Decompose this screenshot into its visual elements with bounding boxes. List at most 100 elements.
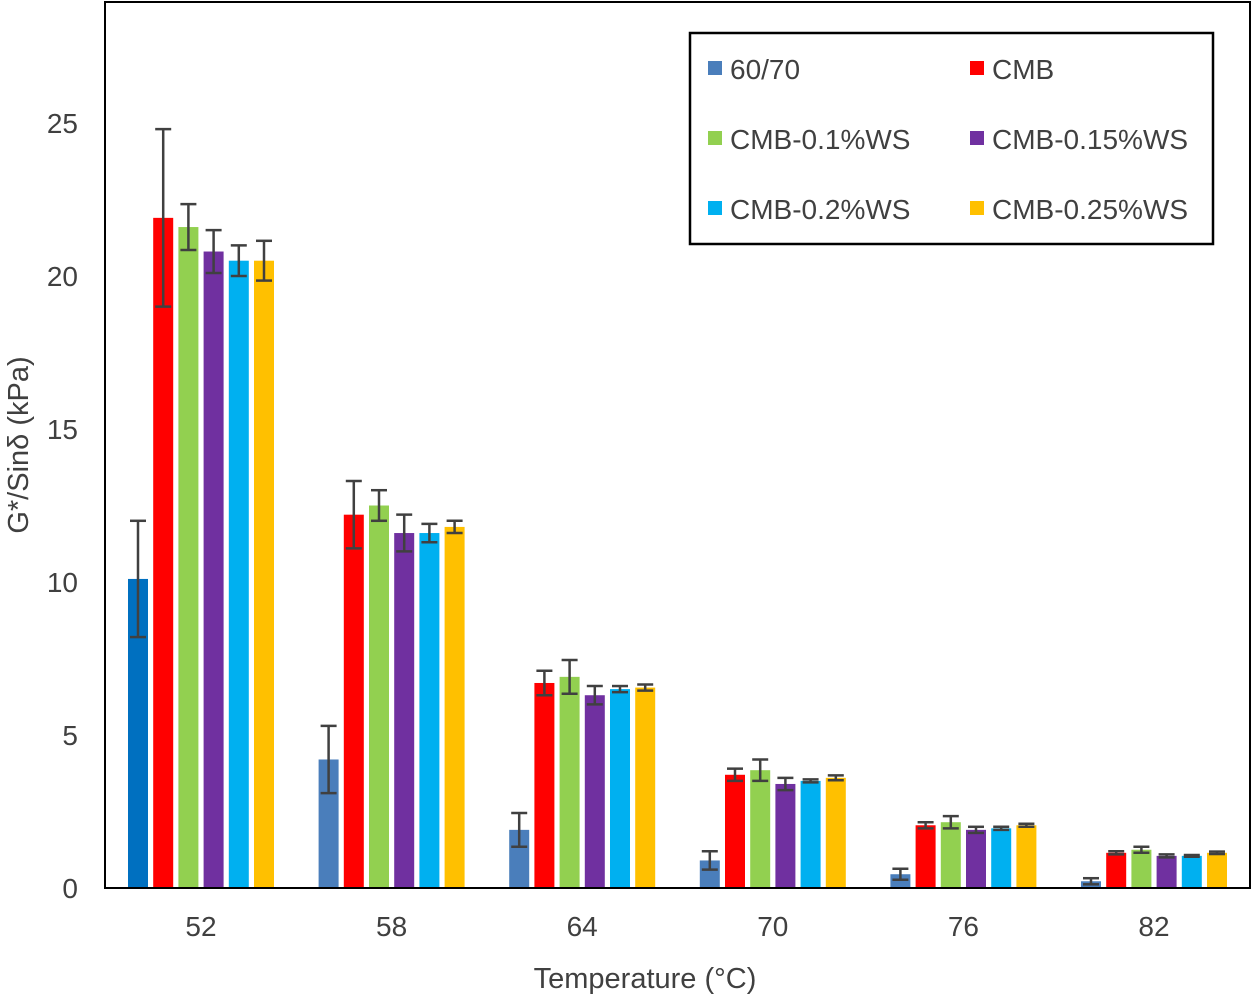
x-tick-label: 70 xyxy=(757,911,788,942)
bar-cmb-76 xyxy=(915,825,936,888)
y-axis-title: G*/Sinδ (kPa) xyxy=(3,356,35,533)
y-tick-label: 15 xyxy=(47,414,78,445)
x-axis-title: Temperature (°C) xyxy=(534,963,757,995)
error-bar-cmb-0-2-ws-64 xyxy=(612,684,628,694)
error-bar-cmb-0-2-ws-82 xyxy=(1183,853,1200,859)
bar-cmb-52 xyxy=(153,217,174,889)
bar-cmb-0-25-ws-70 xyxy=(825,777,846,888)
error-bar-cmb-0-15-ws-82 xyxy=(1158,853,1175,859)
legend-label: CMB-0.1%WS xyxy=(730,124,910,155)
error-bar-cmb-0-1-ws-52 xyxy=(180,202,197,252)
bar-cmb-0-15-ws-58 xyxy=(394,533,415,888)
error-bar-cmb-0-25-ws-64 xyxy=(637,683,654,692)
legend-items: 60/70 CMB CMB-0.1%WS CMB-0.15%WS CMB-0.2%WS C… xyxy=(708,54,1188,225)
legend-swatch xyxy=(970,61,984,75)
legend-label: CMB-0.2%WS xyxy=(730,194,910,225)
x-tick-label: 58 xyxy=(376,911,407,942)
bar-cmb-0-25-ws-64 xyxy=(635,687,656,888)
x-tick-label: 76 xyxy=(948,911,979,942)
y-tick-label: 5 xyxy=(62,720,78,751)
error-bar-cmb-0-25-ws-52 xyxy=(256,239,272,282)
error-bar-60-70-64 xyxy=(511,811,528,848)
y-tick-label: 20 xyxy=(47,261,78,292)
error-bar-cmb-0-1-ws-58 xyxy=(371,488,387,523)
bar-cmb-70 xyxy=(725,774,745,888)
bar-60-70-76 xyxy=(890,874,911,888)
error-bar-cmb-0-1-ws-82 xyxy=(1133,845,1150,855)
error-bar-60-70-82 xyxy=(1083,876,1099,886)
legend-item: 60/70 xyxy=(708,54,800,85)
x-tick-label: 64 xyxy=(567,911,598,942)
bar-60-70-64 xyxy=(509,829,530,888)
bar-cmb-0-1-ws-64 xyxy=(559,676,580,888)
y-tick-labels: 0 5 10 15 20 25 xyxy=(47,108,78,904)
bar-cmb-0-15-ws-82 xyxy=(1156,855,1177,888)
error-bar-cmb-0-2-ws-76 xyxy=(993,825,1010,832)
bar-cmb-0-2-ws-64 xyxy=(610,689,630,888)
bar-60-70-58 xyxy=(318,759,339,888)
error-bar-60-70-58 xyxy=(320,724,337,795)
error-bar-cmb-0-25-ws-70 xyxy=(827,774,844,782)
legend-item: CMB-0.15%WS xyxy=(970,124,1188,155)
error-bar-cmb-64 xyxy=(536,669,553,697)
bar-60-70-70 xyxy=(699,860,720,888)
legend-swatch xyxy=(708,61,722,75)
error-bars-layer xyxy=(130,127,1225,886)
error-bar-cmb-0-25-ws-82 xyxy=(1209,850,1225,856)
error-bar-cmb-0-1-ws-64 xyxy=(561,658,578,695)
legend-label: CMB-0.25%WS xyxy=(992,194,1188,225)
x-tick-label: 82 xyxy=(1138,911,1169,942)
error-bar-cmb-0-2-ws-52 xyxy=(230,244,247,278)
error-bar-cmb-82 xyxy=(1108,850,1125,856)
bar-cmb-0-1-ws-70 xyxy=(750,770,771,888)
x-tick-label: 52 xyxy=(185,911,216,942)
error-bar-cmb-0-1-ws-76 xyxy=(942,814,959,830)
bar-cmb-0-2-ws-52 xyxy=(228,260,249,888)
bar-cmb-64 xyxy=(534,682,555,888)
bar-cmb-58 xyxy=(343,514,364,888)
error-bar-cmb-70 xyxy=(727,767,743,783)
bar-60-70-52 xyxy=(128,578,148,888)
legend-box xyxy=(688,31,1215,246)
bar-cmb-82 xyxy=(1106,852,1127,888)
legend-item: CMB-0.2%WS xyxy=(708,194,910,225)
error-bar-cmb-0-1-ws-70 xyxy=(752,758,769,783)
error-bar-cmb-0-15-ws-52 xyxy=(205,228,222,275)
error-bar-cmb-0-2-ws-70 xyxy=(802,778,819,784)
error-bar-cmb-58 xyxy=(345,479,362,550)
error-bar-60-70-76 xyxy=(892,867,909,881)
legend-swatch xyxy=(708,131,722,145)
bar-cmb-0-2-ws-58 xyxy=(419,533,440,888)
bar-cmb-0-2-ws-70 xyxy=(800,780,821,888)
legend-label: 60/70 xyxy=(730,54,800,85)
error-bar-cmb-0-25-ws-76 xyxy=(1018,822,1035,829)
bars-layer xyxy=(128,217,1227,889)
legend-item: CMB-0.1%WS xyxy=(708,124,910,155)
bar-cmb-0-1-ws-58 xyxy=(369,505,389,888)
bar-cmb-0-15-ws-52 xyxy=(203,251,224,888)
y-tick-label: 0 xyxy=(62,873,78,904)
legend-swatch xyxy=(970,201,984,215)
error-bar-60-70-52 xyxy=(130,519,146,639)
error-bar-60-70-70 xyxy=(701,850,718,871)
error-bar-cmb-0-2-ws-58 xyxy=(421,522,438,544)
error-bar-cmb-0-15-ws-58 xyxy=(396,513,413,553)
x-tick-labels: 52 58 64 70 76 82 xyxy=(185,911,1169,942)
legend-label: CMB-0.15%WS xyxy=(992,124,1188,155)
bar-cmb-0-25-ws-76 xyxy=(1016,825,1037,888)
legend-swatch xyxy=(708,201,722,215)
legend-item: CMB xyxy=(970,54,1054,85)
bar-cmb-0-2-ws-76 xyxy=(991,828,1012,888)
bar-cmb-0-15-ws-64 xyxy=(584,695,605,888)
error-bar-cmb-0-25-ws-58 xyxy=(446,519,463,535)
bar-cmb-0-15-ws-70 xyxy=(775,783,796,888)
legend-swatch xyxy=(970,131,984,145)
bar-cmb-0-25-ws-58 xyxy=(444,526,465,888)
bar-cmb-0-1-ws-52 xyxy=(178,227,199,889)
bar-cmb-0-25-ws-52 xyxy=(254,260,274,888)
error-bar-cmb-0-15-ws-76 xyxy=(968,825,984,835)
legend: 60/70 CMB CMB-0.1%WS CMB-0.15%WS CMB-0.2%WS C… xyxy=(688,31,1215,246)
error-bar-cmb-0-15-ws-64 xyxy=(586,684,603,706)
